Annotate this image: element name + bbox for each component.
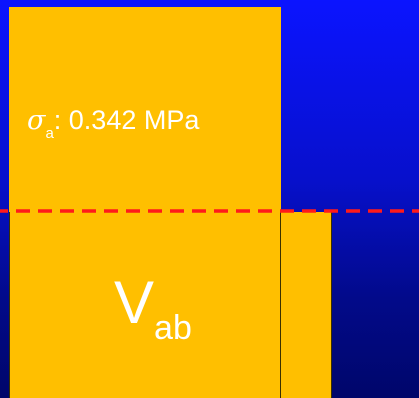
upper-block bbox=[9, 7, 281, 212]
volume-subscript: ab bbox=[154, 309, 192, 347]
sigma-symbol: σ bbox=[27, 105, 46, 136]
side-block bbox=[281, 212, 332, 398]
stress-subscript: a bbox=[45, 125, 54, 142]
volume-symbol: V bbox=[114, 269, 155, 336]
stress-label: σa: 0.342 MPa bbox=[27, 102, 199, 143]
stress-value: : 0.342 MPa bbox=[53, 105, 200, 135]
dashed-level-line bbox=[0, 209, 419, 213]
volume-label: Vab bbox=[114, 268, 192, 347]
lower-block bbox=[9, 212, 281, 398]
